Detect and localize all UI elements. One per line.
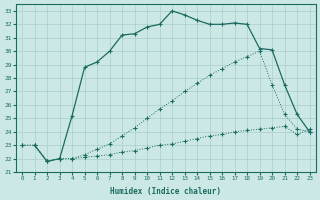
- X-axis label: Humidex (Indice chaleur): Humidex (Indice chaleur): [110, 187, 221, 196]
